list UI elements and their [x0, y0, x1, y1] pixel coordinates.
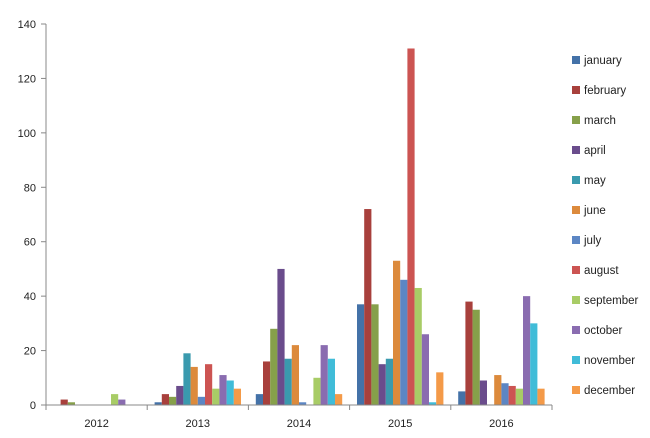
bar-january-2013 — [154, 402, 162, 405]
y-tick-label: 40 — [24, 291, 36, 303]
bar-march-2013 — [169, 396, 177, 405]
legend-label-may: may — [584, 175, 606, 187]
bar-april-2014 — [277, 268, 285, 405]
bar-october-2015 — [421, 334, 429, 405]
x-tick-label: 2014 — [287, 418, 311, 430]
x-axis-ticks: 2012 2013 2014 2015 2016 — [45, 405, 553, 430]
legend-swatch-august — [572, 266, 580, 274]
bar-october-2016 — [523, 296, 531, 405]
bar-march-2014 — [270, 328, 278, 405]
bar-may-2013 — [183, 353, 191, 405]
bar-january-2016 — [458, 391, 466, 405]
legend-swatch-november — [572, 356, 580, 364]
bar-september-2013 — [212, 388, 220, 405]
bar-september-2016 — [515, 388, 523, 405]
legend-label-june: june — [583, 205, 606, 217]
bar-august-2013 — [205, 364, 213, 405]
bar-february-2016 — [465, 301, 473, 405]
legend-label-july: july — [583, 235, 602, 247]
legend-swatch-april — [572, 146, 580, 154]
bar-december-2016 — [537, 388, 545, 405]
bar-july-2014 — [299, 402, 307, 405]
bar-february-2015 — [364, 209, 372, 405]
y-axis-ticks: 0 20 40 60 80 100 120 140 — [18, 19, 46, 412]
bar-december-2013 — [233, 388, 241, 405]
legend-label-april: april — [584, 145, 606, 157]
legend-label-december: december — [584, 385, 635, 397]
y-tick-label: 80 — [24, 182, 36, 194]
bar-april-2013 — [176, 385, 184, 405]
bar-february-2012 — [60, 399, 68, 405]
x-tick-label: 2013 — [186, 418, 210, 430]
legend-swatch-february — [572, 86, 580, 94]
legend-swatch-january — [572, 56, 580, 64]
bar-may-2014 — [284, 358, 292, 405]
bars — [60, 48, 545, 405]
x-tick-label: 2015 — [388, 418, 412, 430]
x-tick-label: 2016 — [489, 418, 513, 430]
bar-august-2016 — [508, 385, 516, 405]
bar-may-2015 — [385, 358, 393, 405]
legend-swatch-march — [572, 116, 580, 124]
y-tick-label: 120 — [18, 73, 36, 85]
legend-label-november: november — [584, 355, 635, 367]
y-tick-label: 20 — [24, 346, 36, 358]
legend-label-october: october — [584, 325, 623, 337]
legend-swatch-may — [572, 176, 580, 184]
legend-label-august: august — [584, 265, 619, 277]
y-tick-label: 100 — [18, 128, 36, 140]
bar-october-2012 — [118, 399, 126, 405]
bar-april-2016 — [479, 380, 487, 405]
bar-december-2015 — [436, 372, 444, 405]
legend-swatch-october — [572, 326, 580, 334]
bar-november-2015 — [429, 402, 437, 405]
y-tick-label: 140 — [18, 19, 36, 31]
legend-swatch-december — [572, 386, 580, 394]
y-tick-label: 60 — [24, 237, 36, 249]
bar-april-2015 — [378, 364, 386, 405]
bar-november-2014 — [327, 358, 335, 405]
bar-june-2013 — [190, 366, 198, 405]
legend-swatch-july — [572, 236, 580, 244]
bar-march-2015 — [371, 304, 379, 405]
bar-january-2015 — [357, 304, 365, 405]
legend-label-january: january — [583, 55, 622, 67]
legend: january february march april may june july augu… — [572, 55, 639, 397]
bar-january-2014 — [255, 394, 263, 405]
bar-march-2012 — [67, 402, 75, 405]
bar-july-2016 — [501, 383, 509, 405]
x-tick-label: 2012 — [84, 418, 108, 430]
bar-june-2015 — [393, 260, 401, 405]
bar-february-2013 — [161, 394, 169, 405]
bar-march-2016 — [472, 309, 480, 405]
bar-september-2012 — [111, 394, 119, 405]
bar-november-2013 — [226, 380, 234, 405]
bar-october-2013 — [219, 375, 227, 405]
bar-july-2013 — [197, 396, 205, 405]
bar-july-2015 — [400, 279, 408, 405]
y-tick-label: 0 — [30, 400, 36, 412]
legend-label-february: february — [584, 85, 626, 97]
bar-september-2015 — [414, 287, 422, 405]
bar-november-2016 — [530, 323, 538, 405]
bar-september-2014 — [313, 377, 321, 405]
bar-february-2014 — [263, 361, 271, 405]
bar-october-2014 — [320, 345, 328, 405]
legend-label-march: march — [584, 115, 616, 127]
bar-december-2014 — [335, 394, 343, 405]
legend-label-september: september — [584, 295, 639, 307]
bar-june-2016 — [494, 375, 502, 405]
bar-june-2014 — [291, 345, 299, 405]
legend-swatch-june — [572, 206, 580, 214]
axes — [45, 24, 552, 406]
bar-august-2015 — [407, 48, 415, 405]
legend-swatch-september — [572, 296, 580, 304]
